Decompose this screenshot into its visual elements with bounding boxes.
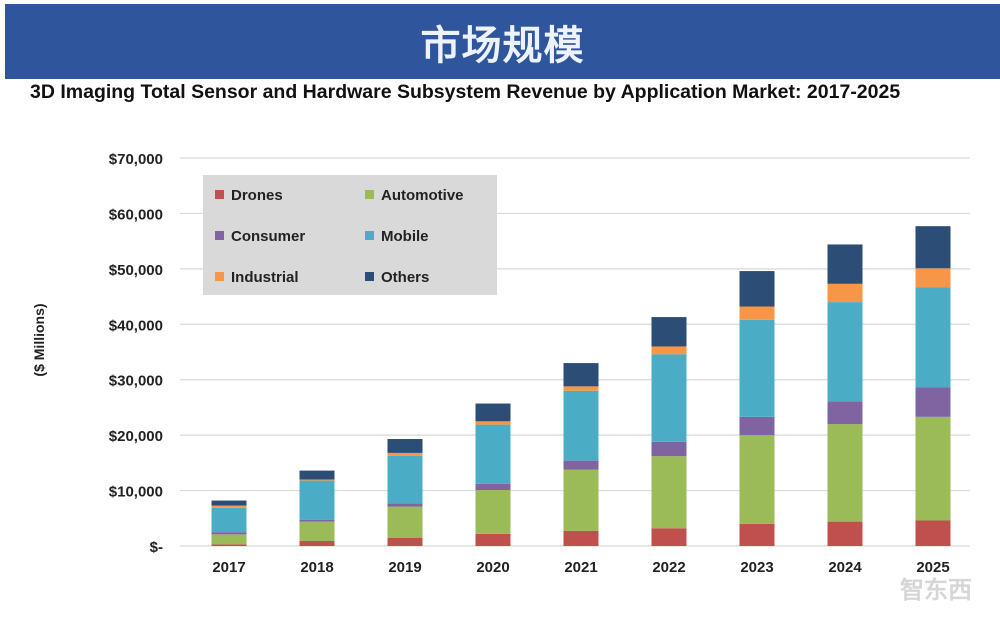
bar-segment-consumer-2022 [651,441,687,457]
bar-segment-industrial-2020 [475,421,511,425]
x-tick-label: 2019 [388,559,421,576]
bar-segment-industrial-2021 [563,386,599,391]
watermark-logo: 智东西 [900,576,972,604]
chart-title: 3D Imaging Total Sensor and Hardware Sub… [30,81,901,103]
bar-segment-industrial-2022 [651,346,687,355]
bar-segment-consumer-2018 [299,519,335,522]
banner-title: 市场规模 [420,22,585,69]
bar-segment-automotive-2021 [563,469,599,531]
bar-segment-industrial-2023 [739,306,775,320]
bar-segment-drones-2023 [739,523,775,546]
bar-segment-industrial-2018 [299,479,335,481]
bar-segment-automotive-2025 [915,416,951,521]
bar-segment-others-2020 [475,403,511,422]
bar-segment-automotive-2018 [299,521,335,542]
y-tick-label: $- [150,539,163,556]
legend-swatch-industrial [215,272,224,281]
x-tick-label: 2022 [652,559,685,576]
y-tick-label: $30,000 [109,373,163,390]
bar-segment-consumer-2023 [739,416,775,436]
bar-segment-drones-2022 [651,528,687,546]
legend-box [203,175,497,295]
bar-segment-consumer-2025 [915,387,951,417]
bar-segment-drones-2019 [387,537,423,546]
bar-segment-mobile-2018 [299,480,335,520]
bar-segment-mobile-2021 [563,390,599,461]
bar-segment-automotive-2023 [739,435,775,524]
x-tick-label: 2023 [740,559,773,576]
bar-segment-industrial-2024 [827,283,863,303]
bar-segment-drones-2021 [563,530,599,546]
bar-segment-others-2025 [915,226,951,269]
bar-segment-others-2024 [827,244,863,284]
legend-swatch-consumer [215,231,224,240]
y-tick-label: $60,000 [109,206,163,223]
bar-segment-others-2019 [387,439,423,453]
bar-segment-industrial-2017 [211,505,247,508]
bar-segment-consumer-2017 [211,532,247,535]
bar-segment-others-2017 [211,500,247,506]
y-tick-label: $20,000 [109,428,163,445]
legend-swatch-others [365,272,374,281]
bar-segment-others-2021 [563,363,599,387]
bar-segment-others-2022 [651,317,687,347]
header-banner: 市场规模 [5,4,1000,79]
bar-segment-automotive-2017 [211,534,247,545]
bar-segment-drones-2017 [211,544,247,546]
y-tick-label: $10,000 [109,484,163,501]
legend-swatch-automotive [365,190,374,199]
bar-segment-others-2018 [299,470,335,480]
x-tick-label: 2020 [476,559,509,576]
legend-label-industrial: Industrial [231,269,299,286]
x-tick-label: 2018 [300,559,333,576]
legend-label-drones: Drones [231,187,283,204]
x-tick-label: 2021 [564,559,597,576]
x-tick-label: 2024 [828,559,862,576]
x-tick-label: 2017 [212,559,245,576]
bar-segment-consumer-2024 [827,401,863,425]
y-tick-label: $40,000 [109,317,163,334]
legend-swatch-drones [215,190,224,199]
bar-segment-industrial-2025 [915,268,951,288]
bar-segment-industrial-2019 [387,452,423,456]
bar-segment-automotive-2024 [827,424,863,522]
bar-segment-mobile-2023 [739,319,775,417]
bar-segment-mobile-2020 [475,424,511,484]
legend-label-others: Others [381,269,429,286]
bar-segment-drones-2020 [475,533,511,546]
bar-segment-drones-2018 [299,541,335,546]
bar-segment-mobile-2024 [827,302,863,402]
bar-segment-consumer-2020 [475,483,511,491]
bar-segment-mobile-2017 [211,507,247,533]
bar-segment-drones-2024 [827,521,863,546]
bar-segment-automotive-2022 [651,456,687,529]
bar-segment-automotive-2020 [475,490,511,534]
y-tick-label: $50,000 [109,262,163,279]
legend-swatch-mobile [365,231,374,240]
bar-segment-drones-2025 [915,520,951,546]
bar-segment-mobile-2025 [915,287,951,388]
bar-segment-consumer-2021 [563,460,599,470]
bar-segment-mobile-2022 [651,354,687,442]
y-axis-label: ($ Millions) [31,303,47,376]
bar-segment-others-2023 [739,271,775,307]
x-tick-label: 2025 [916,559,949,576]
bar-segment-mobile-2019 [387,455,423,504]
bar-segment-consumer-2019 [387,503,423,507]
legend-label-consumer: Consumer [231,228,305,245]
y-tick-label: $70,000 [109,151,163,168]
bar-segment-automotive-2019 [387,506,423,538]
legend-label-mobile: Mobile [381,228,429,245]
legend-label-automotive: Automotive [381,187,464,204]
